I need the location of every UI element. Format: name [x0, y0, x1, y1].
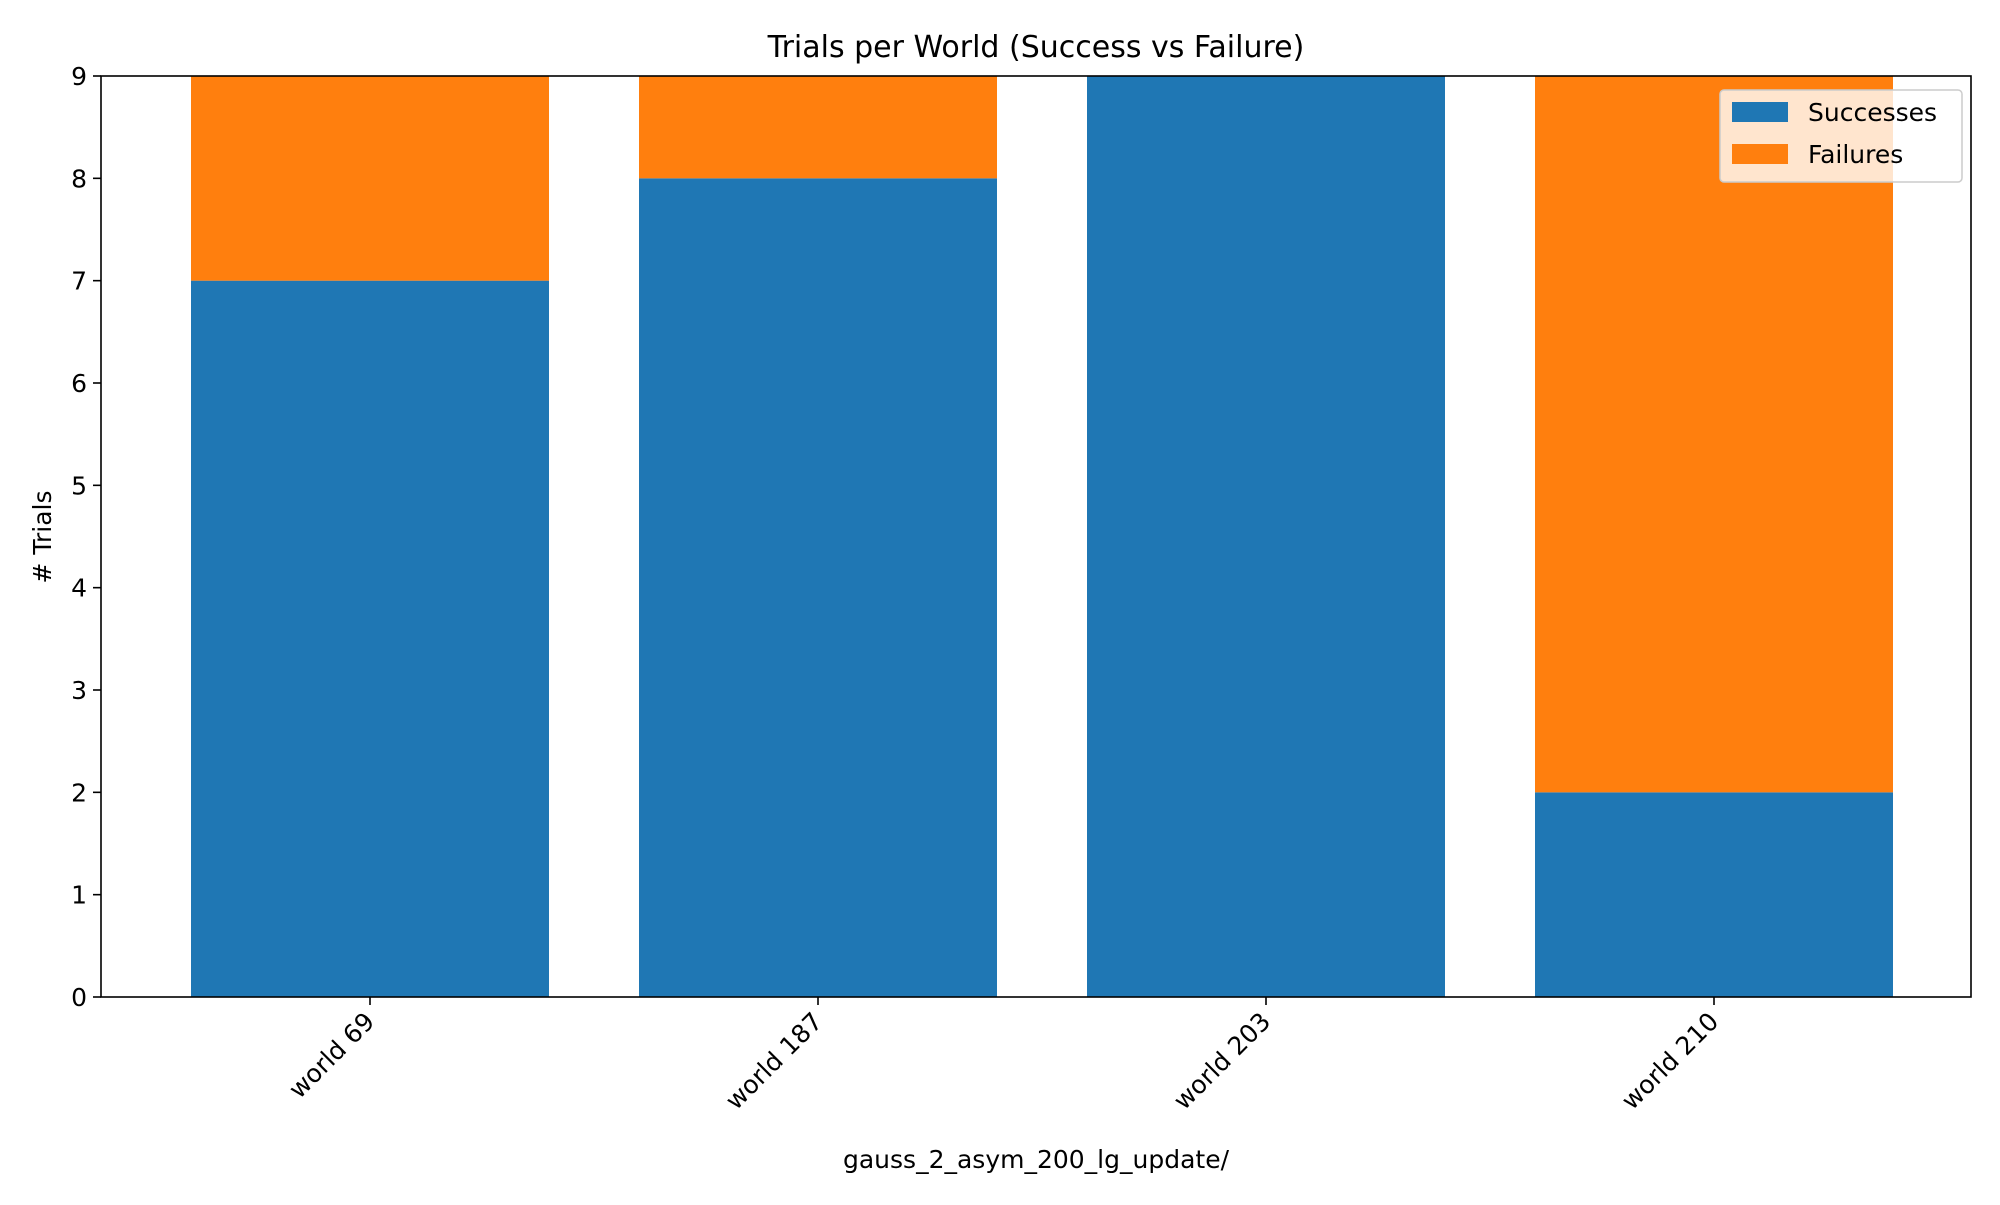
chart-title: Trials per World (Success vs Failure) — [767, 30, 1305, 65]
y-tick-label: 5 — [71, 471, 87, 500]
y-tick-label: 7 — [71, 267, 87, 296]
legend-swatch-failures — [1732, 144, 1788, 164]
bar-successes-world-210 — [1535, 792, 1893, 997]
bar-successes-world-203 — [1087, 76, 1445, 997]
y-tick-label: 0 — [71, 983, 87, 1012]
y-tick-label: 2 — [71, 778, 87, 807]
y-tick-label: 8 — [71, 164, 87, 193]
y-axis-label: # Trials — [28, 490, 57, 583]
bar-failures-world-187 — [639, 76, 997, 179]
y-tick-label: 6 — [71, 369, 87, 398]
bar-successes-world-187 — [639, 178, 997, 998]
y-tick-label: 9 — [71, 62, 87, 91]
legend-label-successes: Successes — [1808, 98, 1937, 127]
y-axis-ticks: 0 1 2 3 4 5 6 7 8 9 — [71, 62, 101, 1012]
bar-successes-world-69 — [191, 280, 549, 998]
y-tick-label: 4 — [71, 574, 87, 603]
bars-layer — [191, 76, 1893, 998]
legend: Successes Failures — [1719, 89, 1963, 183]
bar-failures-world-69 — [191, 76, 549, 281]
legend-label-failures: Failures — [1808, 140, 1903, 169]
y-tick-label: 1 — [71, 881, 87, 910]
y-tick-label: 3 — [71, 676, 87, 705]
plot-area-frame — [100, 75, 1972, 998]
x-axis-label: gauss_2_asym_200_lg_update/ — [843, 1145, 1230, 1174]
legend-swatch-successes — [1732, 102, 1788, 122]
bar-failures-world-210 — [1535, 76, 1893, 793]
